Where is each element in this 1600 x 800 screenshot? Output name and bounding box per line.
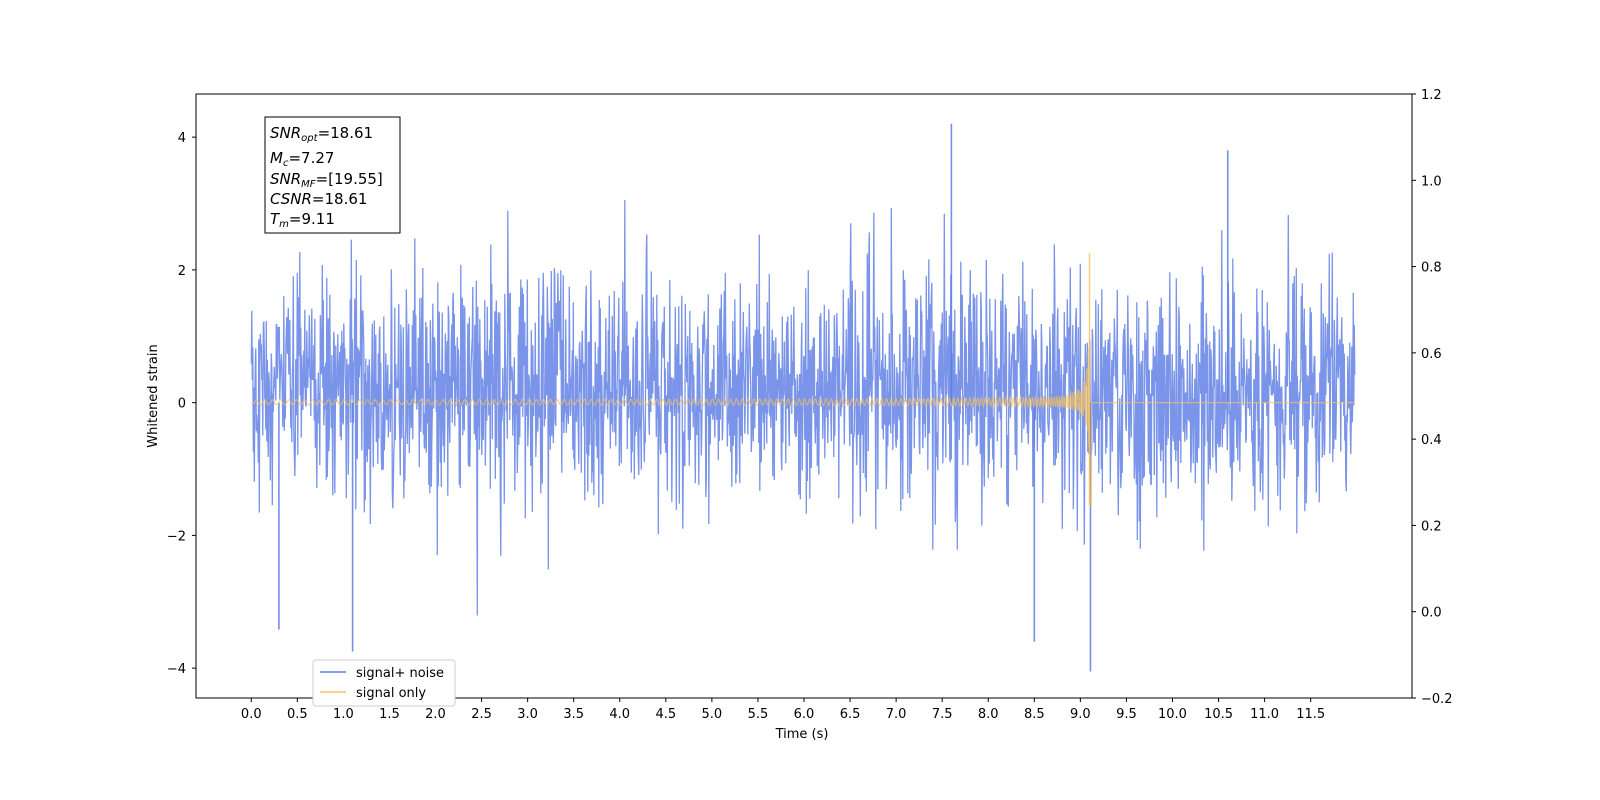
x-tick-label: 11.0 [1250, 707, 1279, 722]
legend: signal+ noise signal only [312, 659, 456, 707]
x-tick-label: 10.0 [1158, 707, 1187, 722]
annotation-line: SNRMF=[19.55] [270, 170, 383, 190]
annotation-line: Tm=9.11 [270, 210, 335, 230]
y-tick-label: 0 [178, 397, 186, 412]
x-tick-label: 5.5 [748, 707, 769, 722]
y-tick-label: 4 [178, 131, 186, 146]
x-tick-label: 2.0 [425, 707, 446, 722]
x-tick-label: 6.0 [794, 707, 815, 722]
annotation-line: CSNR=18.61 [270, 190, 367, 208]
x-tick-label: 4.0 [609, 707, 630, 722]
y-axis-left: 4 2 0 −2 −4 [167, 131, 196, 677]
y-tick-label: −2 [167, 529, 186, 544]
y2-tick-label: 0.8 [1421, 261, 1442, 276]
x-tick-label: 1.0 [333, 707, 354, 722]
annotation-line: Mc=7.27 [270, 149, 334, 169]
y2-tick-label: 1.0 [1421, 174, 1442, 189]
y-axis-right: 1.2 1.0 0.8 0.6 0.4 0.2 0.0 −0.2 [1412, 88, 1453, 707]
x-tick-label: 7.0 [886, 707, 907, 722]
x-tick-label: 3.5 [563, 707, 584, 722]
y2-tick-label: 0.0 [1421, 606, 1442, 621]
x-axis: 0.0 0.5 1.0 1.5 2.0 2.5 3.0 3.5 4.0 4.5 5.0 5.5 6.0 6… [241, 698, 1325, 722]
legend-label-signal-noise: signal+ noise [356, 666, 444, 681]
x-tick-label: 9.0 [1070, 707, 1091, 722]
y-tick-label: −4 [167, 662, 186, 677]
legend-label-signal-only: signal only [356, 686, 426, 701]
y2-tick-label: 0.4 [1421, 433, 1442, 448]
x-tick-label: 4.5 [655, 707, 676, 722]
x-tick-label: 2.5 [471, 707, 492, 722]
signal-only-line [250, 348, 1355, 507]
x-tick-label: 3.0 [517, 707, 538, 722]
y-axis-label: Whitened strain [146, 344, 161, 447]
x-tick-label: 7.5 [932, 707, 953, 722]
x-tick-label: 6.5 [840, 707, 861, 722]
x-tick-label: 8.0 [978, 707, 999, 722]
x-axis-label: Time (s) [775, 727, 829, 742]
y2-tick-label: 0.6 [1421, 347, 1442, 362]
x-tick-label: 11.5 [1296, 707, 1325, 722]
plot-area [250, 123, 1356, 672]
y2-tick-label: 1.2 [1421, 88, 1442, 103]
y-tick-label: 2 [178, 264, 186, 279]
annotation-box: SNRopt=18.61 Mc=7.27SNRMF=[19.55]CSNR=18.… [264, 116, 401, 234]
y2-tick-label: −0.2 [1421, 692, 1453, 707]
x-tick-label: 5.0 [702, 707, 723, 722]
x-tick-label: 1.5 [379, 707, 400, 722]
annotation-line: SNRopt=18.61 [270, 124, 373, 144]
x-tick-label: 0.5 [287, 707, 308, 722]
x-tick-label: 9.5 [1116, 707, 1137, 722]
y2-tick-label: 0.2 [1421, 519, 1442, 534]
x-tick-label: 10.5 [1204, 707, 1233, 722]
x-tick-label: 0.0 [241, 707, 262, 722]
x-tick-label: 8.5 [1024, 707, 1045, 722]
series-signal-only [250, 253, 1355, 507]
